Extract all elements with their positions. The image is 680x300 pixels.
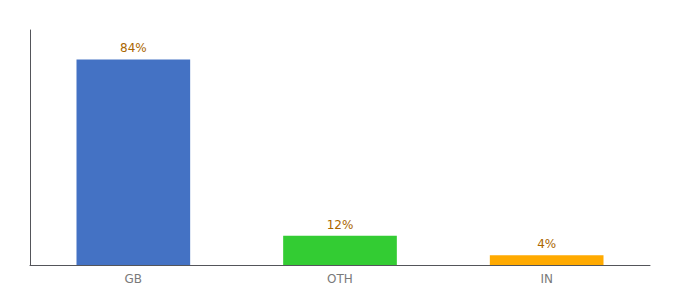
svg-text:OTH: OTH	[327, 272, 353, 286]
svg-text:84%: 84%	[120, 41, 147, 55]
svg-text:12%: 12%	[327, 218, 354, 232]
svg-text:GB: GB	[125, 272, 143, 286]
svg-text:4%: 4%	[537, 237, 556, 251]
svg-text:IN: IN	[540, 272, 553, 286]
